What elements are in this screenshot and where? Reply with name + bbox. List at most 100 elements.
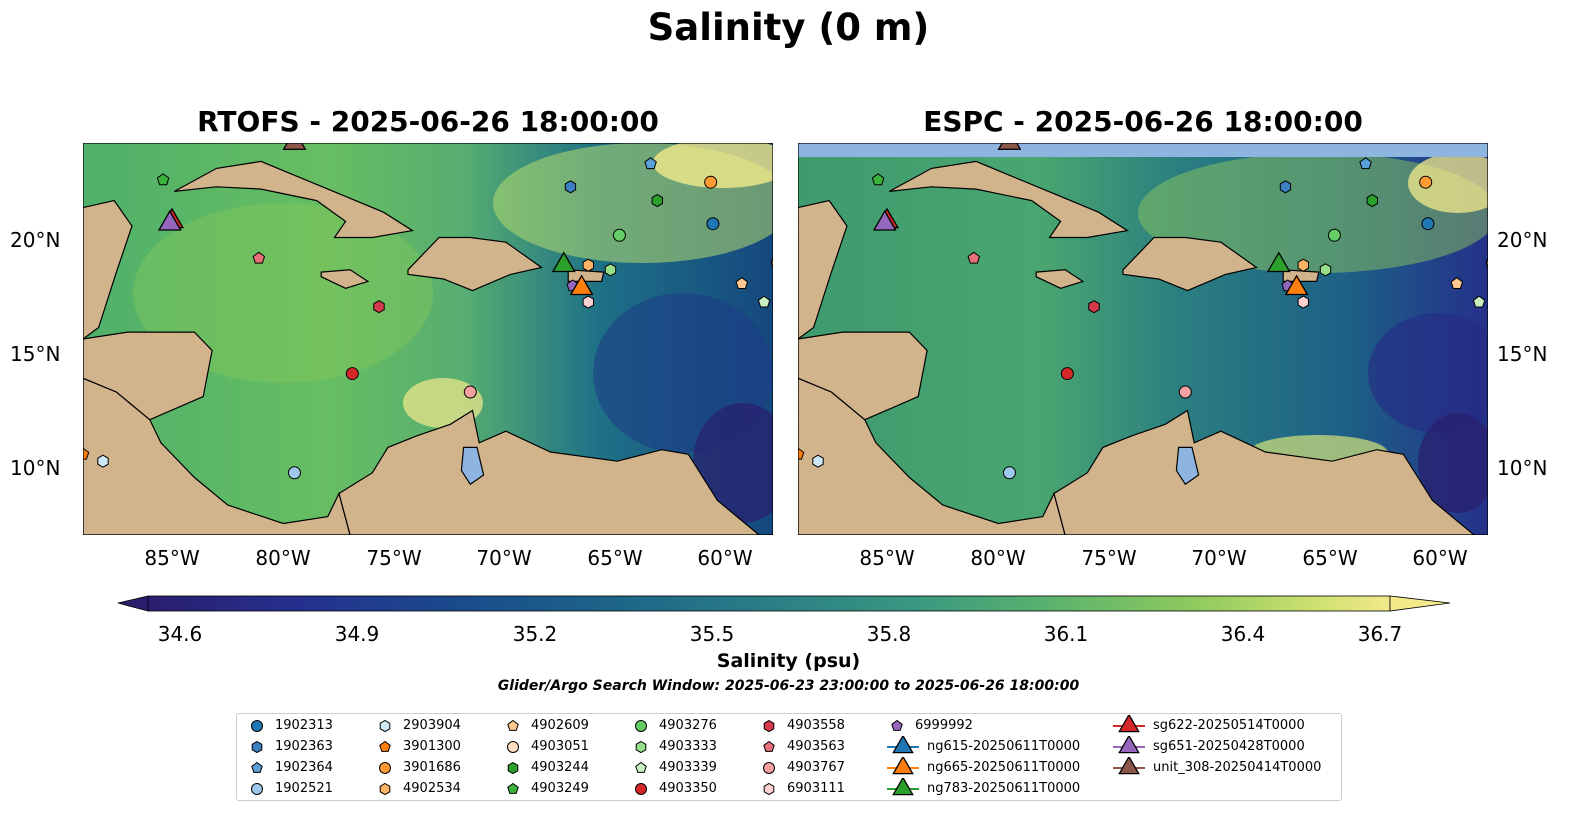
lon-label: 85°W — [859, 546, 915, 570]
marker-3901686 — [704, 175, 718, 189]
map-espc — [798, 143, 1488, 535]
legend-swatch — [379, 740, 391, 752]
marker-2903904 — [812, 454, 824, 468]
figure-title: Salinity (0 m) — [647, 6, 930, 49]
land-jamaica — [1035, 269, 1085, 289]
legend-marker — [251, 720, 263, 732]
legend-item: 3901300 — [375, 736, 461, 756]
colorbar-tick: 34.9 — [334, 622, 380, 646]
legend-item: ng783-20250611T0000 — [887, 778, 1080, 798]
legend-marker — [379, 740, 391, 752]
legend-marker — [763, 740, 775, 752]
legend-item: 4903350 — [631, 778, 717, 798]
marker-4903339 — [757, 295, 771, 308]
legend-label: 1902521 — [275, 780, 333, 796]
marker-sg651-20250428T0000 — [872, 209, 897, 231]
legend-swatch — [1113, 757, 1145, 775]
legend-item: 6999992 — [887, 715, 973, 735]
panel-title-rtofs: RTOFS - 2025-06-26 18:00:00 — [197, 105, 659, 138]
legend-label: ng665-20250611T0000 — [927, 759, 1081, 775]
legend-item: 4903051 — [503, 736, 589, 756]
legend-label: 4903350 — [659, 780, 717, 796]
legend-label: ng615-20250611T0000 — [927, 738, 1081, 754]
legend-swatch — [251, 761, 263, 773]
legend-marker — [635, 761, 647, 773]
land-south-america — [1053, 409, 1488, 535]
legend-item: sg651-20250428T0000 — [1113, 736, 1305, 756]
legend-swatch — [635, 720, 647, 732]
marker-4903276 — [612, 228, 626, 242]
legend-marker — [379, 762, 391, 774]
legend-label: 4902609 — [531, 717, 589, 733]
float-markers — [83, 143, 773, 480]
land-south-america — [338, 409, 773, 535]
marker-4903767 — [1178, 385, 1192, 399]
lat-label-right: 15°N — [1497, 342, 1548, 366]
legend-item: ng665-20250611T0000 — [887, 757, 1080, 777]
legend-item: unit_308-20250414T0000 — [1113, 757, 1321, 777]
colorbar-extend-high — [1389, 595, 1451, 612]
legend-swatch — [251, 783, 263, 795]
legend-marker — [251, 761, 263, 773]
legend-label: 4903051 — [531, 738, 589, 754]
legend-label: 4903244 — [531, 759, 589, 775]
legend-label: sg651-20250428T0000 — [1153, 738, 1305, 754]
marker-4903350 — [1060, 367, 1074, 381]
legend-marker — [1118, 757, 1140, 775]
legend-marker — [891, 719, 903, 731]
legend-swatch — [763, 762, 775, 774]
marker-2903904 — [97, 454, 109, 468]
lon-label: 65°W — [587, 546, 643, 570]
legend-item: 4902534 — [375, 778, 461, 798]
land-hispaniola — [407, 236, 543, 292]
lon-label: 70°W — [476, 546, 532, 570]
colorbar-extend-low — [117, 595, 149, 612]
land-cuba — [889, 160, 1130, 239]
legend-item: 4903767 — [759, 757, 845, 777]
colorbar-tick: 35.5 — [689, 622, 735, 646]
lon-label: 85°W — [144, 546, 200, 570]
legend-swatch — [379, 782, 391, 796]
legend-marker — [507, 782, 519, 794]
legend-label: 4902534 — [403, 780, 461, 796]
lat-label-right: 10°N — [1497, 456, 1548, 480]
lon-label: 60°W — [1412, 546, 1468, 570]
marker-4903339 — [1472, 295, 1486, 308]
legend-label: sg622-20250514T0000 — [1153, 717, 1305, 733]
legend-marker — [251, 740, 263, 754]
salinity-low-patch — [1368, 313, 1488, 433]
marker-4902534 — [582, 258, 594, 272]
legend-marker — [763, 782, 775, 796]
land-puerto-rico — [567, 269, 605, 282]
legend-label: 1902363 — [275, 738, 333, 754]
legend-swatch — [507, 719, 519, 731]
legend-marker — [507, 761, 519, 775]
marker-1902364 — [1359, 157, 1372, 170]
marker-3901300 — [83, 447, 90, 460]
legend-item: 2903904 — [375, 715, 461, 735]
land-puerto-rico — [1282, 269, 1320, 282]
legend-item: 4903249 — [503, 778, 589, 798]
legend-item: 4903558 — [759, 715, 845, 735]
lat-label-right: 20°N — [1497, 228, 1548, 252]
legend-swatch — [507, 782, 519, 794]
legend-label: 3901300 — [403, 738, 461, 754]
legend-label: 3901686 — [403, 759, 461, 775]
legend-label: 4903558 — [787, 717, 845, 733]
lat-label-left: 20°N — [10, 228, 61, 252]
legend-label: unit_308-20250414T0000 — [1153, 759, 1322, 775]
legend-swatch — [507, 761, 519, 775]
colorbar — [117, 595, 1451, 612]
colorbar-tick: 34.6 — [157, 622, 203, 646]
legend-swatch — [887, 757, 919, 775]
marker-4902609 — [1450, 277, 1464, 289]
legend-swatch — [635, 740, 647, 754]
colorbar-tick: 36.7 — [1357, 622, 1403, 646]
marker-4902609 — [735, 277, 749, 289]
search-window-subtitle: Glider/Argo Search Window: 2025-06-23 23… — [497, 678, 1080, 694]
legend-swatch — [635, 761, 647, 773]
legend-marker — [635, 720, 647, 732]
marker-4903249 — [156, 173, 170, 186]
marker-ng783-20250611T0000 — [1266, 251, 1291, 273]
legend-item: 4902609 — [503, 715, 589, 735]
